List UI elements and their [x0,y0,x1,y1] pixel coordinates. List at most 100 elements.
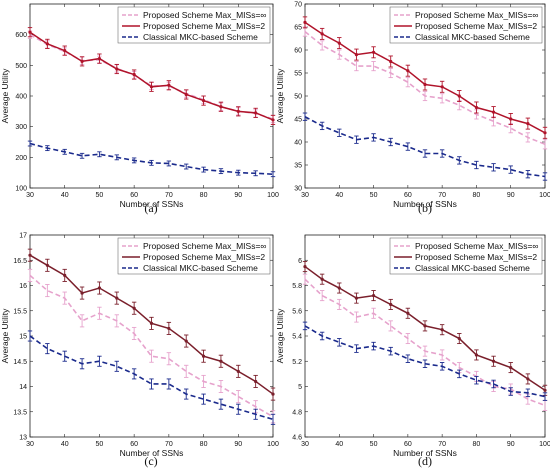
data-point [115,67,119,71]
data-point [63,49,67,53]
series-3 [27,140,276,178]
data-point [97,56,102,61]
error-bar [131,157,137,164]
error-bar [149,349,154,363]
legend-entry: Proposed Scheme Max_MISs=2 [415,252,537,262]
data-point [167,83,171,87]
y-tick-label: 600 [15,32,27,39]
error-bar [337,338,342,347]
data-point [45,42,49,46]
data-point [440,85,444,89]
x-tick-label: 30 [26,441,34,448]
x-tick-label: 90 [234,192,242,199]
error-bar [422,345,428,357]
data-point [543,388,547,392]
error-bar [201,374,206,388]
data-point [337,41,341,45]
legend-box [117,6,271,44]
data-point [457,94,461,98]
error-bar [218,168,224,175]
series-2 [302,16,548,139]
error-bar [388,67,393,79]
x-tick-label: 60 [404,192,412,199]
panel-caption: (a) [144,201,157,215]
data-point [389,302,393,307]
x-axis-label: Number of SSNs [120,199,184,209]
data-point [97,286,102,290]
legend: Proposed Scheme Max_MISs=∞Proposed Schem… [389,6,543,44]
error-bar [525,132,531,143]
y-tick-label: 14 [19,384,27,391]
x-tick-label: 90 [507,441,515,448]
error-bar [79,314,85,328]
error-bar [542,172,548,181]
data-point [115,296,119,300]
error-bar [439,93,445,104]
data-point [509,365,513,370]
error-bar [354,311,359,323]
error-bar [45,145,50,152]
data-point [80,59,84,63]
data-point [354,53,359,57]
series-2 [302,261,548,396]
data-point [201,99,206,103]
x-tick-label: 40 [335,441,343,448]
error-bar [97,355,102,367]
panel-caption: (b) [418,201,432,215]
y-tick-label: 15.5 [13,308,27,315]
y-tick-label: 17 [19,233,27,240]
error-bar [491,379,496,389]
data-point [320,277,324,281]
error-bar [27,140,33,147]
error-bar [149,159,154,166]
error-bar [302,321,308,331]
error-bar [253,170,258,177]
data-point [320,32,324,36]
data-point [423,324,427,328]
error-bar [236,403,241,415]
error-bar [131,326,137,340]
data-point [219,359,223,363]
legend: Proposed Scheme Max_MISs=∞Proposed Schem… [389,237,543,275]
error-bar [97,151,102,158]
error-bar [114,314,119,328]
error-bar [422,359,428,369]
error-bar [388,346,393,356]
x-tick-label: 50 [370,192,378,199]
legend-entry: Classical MKC-based Scheme [415,32,530,42]
legend-box [389,6,543,44]
x-tick-label: 70 [438,441,446,448]
error-bar [149,378,154,390]
error-bar [319,121,325,131]
legend: Proposed Scheme Max_MISs=∞Proposed Schem… [117,6,271,44]
error-bar [62,291,67,305]
legend-box [117,237,271,275]
error-bar [371,61,376,72]
data-point [337,286,341,290]
error-bar [79,152,85,159]
y-tick-label: 14.5 [13,359,27,366]
error-bar [45,343,50,355]
y-axis-label: Average Utility [275,308,285,363]
error-bar [319,331,325,341]
error-bar [354,135,359,144]
error-bar [131,368,137,380]
data-point [254,111,258,115]
chart-panel-b: 30 40 50 60 70 80 90 100303540455055606570Numbe… [275,2,550,216]
chart-panel-d: 30 40 50 60 70 80 90 100 4.6 4.8 5 5.2 5.4 5.6 5.8 6 Num… [275,234,550,468]
error-bar [302,273,308,285]
legend-entry: Classical MKC-based Scheme [143,263,258,273]
panel-caption: (d) [418,454,432,468]
x-tick-label: 60 [130,192,138,199]
legend-box [389,237,543,275]
legend-entry: Classical MKC-based Scheme [143,32,258,42]
error-bar [270,171,276,178]
legend-entry: Classical MKC-based Scheme [415,263,530,273]
data-point [389,59,393,64]
series-3 [302,112,548,181]
error-bar [405,333,411,345]
y-tick-label: 16.5 [13,258,27,265]
y-tick-label: 200 [15,155,27,162]
error-bar [405,77,411,88]
